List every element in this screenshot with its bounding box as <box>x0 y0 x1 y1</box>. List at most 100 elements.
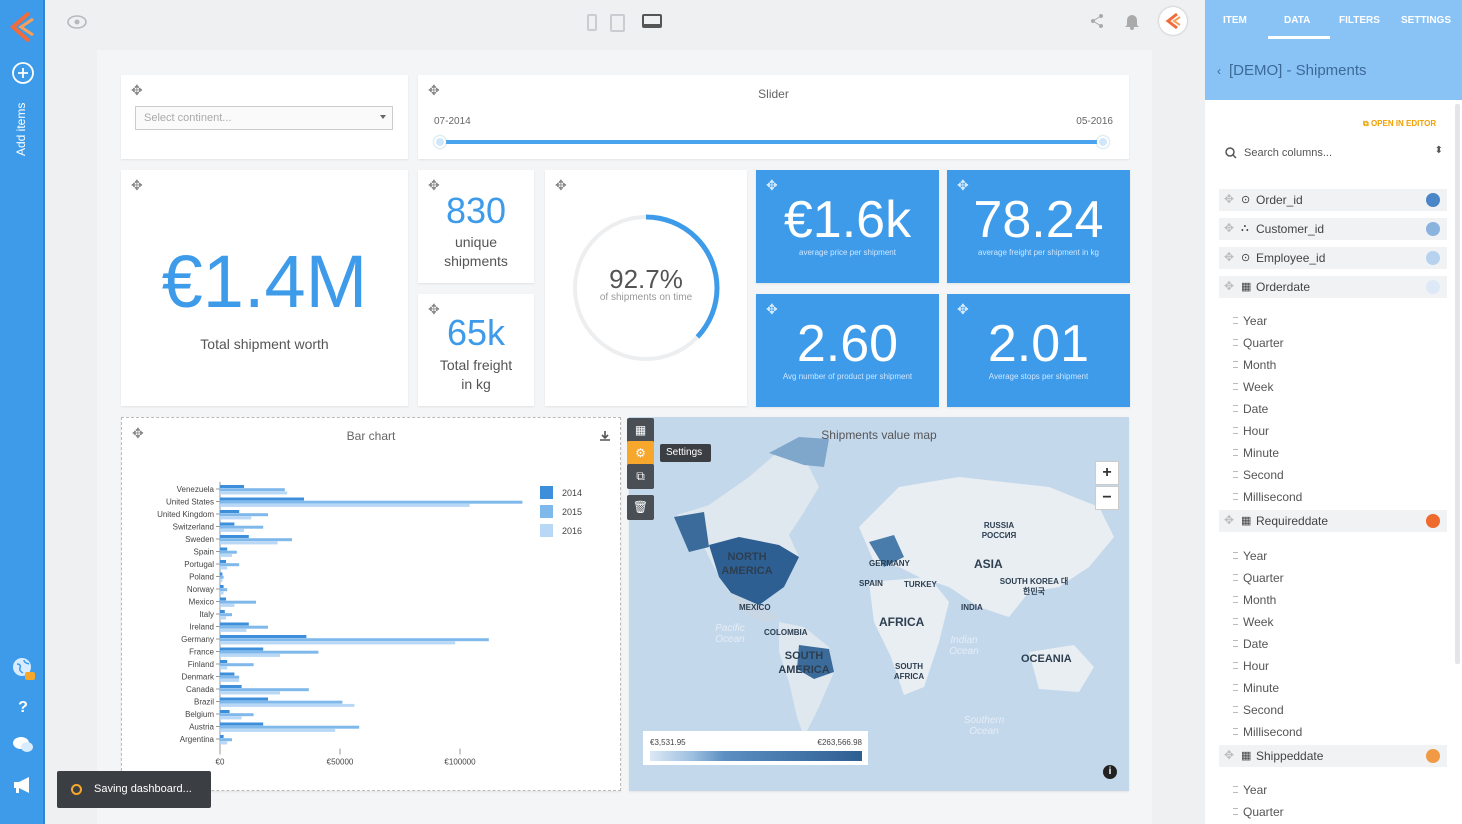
slider-start-handle[interactable] <box>434 136 446 148</box>
bar-2014[interactable] <box>220 722 264 726</box>
bar-2016[interactable] <box>220 666 228 670</box>
bar-2014[interactable] <box>220 497 304 501</box>
bar-2016[interactable] <box>220 528 244 532</box>
bar-2015[interactable] <box>220 563 240 567</box>
move-handle-icon[interactable]: ✥ <box>766 301 778 317</box>
bar-2014[interactable] <box>220 560 226 563</box>
bar-2015[interactable] <box>220 638 489 642</box>
announcement-icon[interactable] <box>11 775 35 799</box>
date-part-item[interactable]: Second <box>1233 703 1284 717</box>
bar-2015[interactable] <box>220 538 292 542</box>
zoom-out-button[interactable]: − <box>1095 486 1119 510</box>
tab-settings[interactable]: SETTINGS <box>1401 15 1452 26</box>
date-part-item[interactable]: Year <box>1233 314 1267 328</box>
drag-plus-icon[interactable]: ✥ <box>1224 250 1235 264</box>
date-part-item[interactable]: Minute <box>1233 681 1279 695</box>
bar-2016[interactable] <box>220 653 280 657</box>
column-employee_id[interactable]: ✥ ⊙ Employee_id <box>1219 247 1447 269</box>
drag-plus-icon[interactable]: ✥ <box>1224 221 1235 235</box>
move-handle-icon[interactable]: ✥ <box>132 425 144 441</box>
move-handle-icon[interactable]: ✥ <box>131 177 143 193</box>
slider-track[interactable] <box>440 140 1107 144</box>
date-part-item[interactable]: Quarter <box>1233 571 1284 585</box>
date-part-item[interactable]: Hour <box>1233 424 1269 438</box>
bar-2016[interactable] <box>220 566 228 570</box>
column-color-dot[interactable] <box>1426 749 1440 763</box>
move-handle-icon[interactable]: ✥ <box>957 177 969 193</box>
column-color-dot[interactable] <box>1426 514 1440 528</box>
bar-2014[interactable] <box>220 672 235 676</box>
bar-2015[interactable] <box>220 500 523 504</box>
panel-scrollbar[interactable] <box>1455 104 1460 664</box>
bar-2015[interactable] <box>220 513 268 517</box>
bar-2015[interactable] <box>220 550 237 554</box>
column-order_id[interactable]: ✥ ⊙ Order_id <box>1219 189 1447 211</box>
move-handle-icon[interactable]: ✥ <box>957 301 969 317</box>
bar-2015[interactable] <box>220 650 319 654</box>
move-handle-icon[interactable]: ✥ <box>428 177 440 193</box>
bar-2016[interactable] <box>220 741 228 745</box>
bar-2016[interactable] <box>220 591 224 595</box>
table-view-icon[interactable]: ▦ <box>627 418 654 443</box>
bar-2015[interactable] <box>220 575 224 579</box>
date-part-item[interactable]: Millisecond <box>1233 490 1302 504</box>
bar-2014[interactable] <box>220 647 264 651</box>
move-handle-icon[interactable]: ✥ <box>766 177 778 193</box>
bar-2016[interactable] <box>220 503 470 507</box>
move-handle-icon[interactable]: ✥ <box>555 177 567 193</box>
desktop-view-icon[interactable] <box>642 14 662 28</box>
datasource-title[interactable]: ‹ [DEMO] - Shipments <box>1217 62 1367 79</box>
date-part-item[interactable]: Week <box>1233 615 1273 629</box>
bar-2014[interactable] <box>220 522 235 526</box>
help-icon[interactable]: ? <box>18 699 28 716</box>
bar-2014[interactable] <box>220 735 224 738</box>
slider-end-handle[interactable] <box>1097 136 1109 148</box>
bar-2016[interactable] <box>220 641 456 645</box>
bar-2016[interactable] <box>220 516 252 520</box>
bar-2014[interactable] <box>220 510 240 513</box>
bar-2015[interactable] <box>220 625 268 629</box>
bar-2015[interactable] <box>220 525 264 529</box>
bar-2016[interactable] <box>220 616 226 620</box>
move-handle-icon[interactable]: ✥ <box>428 82 440 98</box>
date-part-item[interactable]: Quarter <box>1233 336 1284 350</box>
bar-2016[interactable] <box>220 491 288 495</box>
bar-2014[interactable] <box>220 547 228 551</box>
avatar[interactable] <box>1159 7 1187 35</box>
bar-2014[interactable] <box>220 697 268 701</box>
tab-item[interactable]: ITEM <box>1223 15 1247 26</box>
date-part-item[interactable]: Year <box>1233 549 1267 563</box>
column-color-dot[interactable] <box>1426 280 1440 294</box>
open-in-editor-link[interactable]: ⧉ OPEN IN EDITOR <box>1363 119 1436 129</box>
bar-2016[interactable] <box>220 678 240 682</box>
info-icon[interactable]: i <box>1103 765 1117 779</box>
column-requireddate[interactable]: ✥ ▦ Requireddate <box>1219 510 1447 532</box>
move-handle-icon[interactable]: ✥ <box>428 301 440 317</box>
column-color-dot[interactable] <box>1426 251 1440 265</box>
date-part-item[interactable]: Quarter <box>1233 805 1284 819</box>
drag-plus-icon[interactable]: ✥ <box>1224 748 1235 762</box>
column-color-dot[interactable] <box>1426 193 1440 207</box>
bar-2015[interactable] <box>220 700 343 704</box>
bar-2016[interactable] <box>220 541 278 545</box>
bar-2014[interactable] <box>220 622 249 626</box>
bar-2016[interactable] <box>220 716 242 720</box>
bar-2014[interactable] <box>220 535 249 538</box>
settings-gear-icon[interactable]: ⚙ <box>627 441 654 466</box>
date-part-item[interactable]: Year <box>1233 783 1267 797</box>
bar-2015[interactable] <box>220 663 254 667</box>
date-part-item[interactable]: Date <box>1233 637 1268 651</box>
bar-2014[interactable] <box>220 710 230 713</box>
date-part-item[interactable]: Date <box>1233 402 1268 416</box>
preview-eye-icon[interactable] <box>67 14 87 30</box>
column-customer_id[interactable]: ✥ ⛬ Customer_id <box>1219 218 1447 240</box>
add-items-label[interactable]: Add items <box>14 102 28 156</box>
bar-2014[interactable] <box>220 660 228 663</box>
tab-filters[interactable]: FILTERS <box>1339 15 1380 26</box>
drag-plus-icon[interactable]: ✥ <box>1224 279 1235 293</box>
download-icon[interactable] <box>599 430 611 442</box>
bar-2015[interactable] <box>220 613 232 617</box>
bar-2014[interactable] <box>220 685 242 688</box>
phone-view-icon[interactable] <box>587 14 597 31</box>
bar-2015[interactable] <box>220 488 285 492</box>
